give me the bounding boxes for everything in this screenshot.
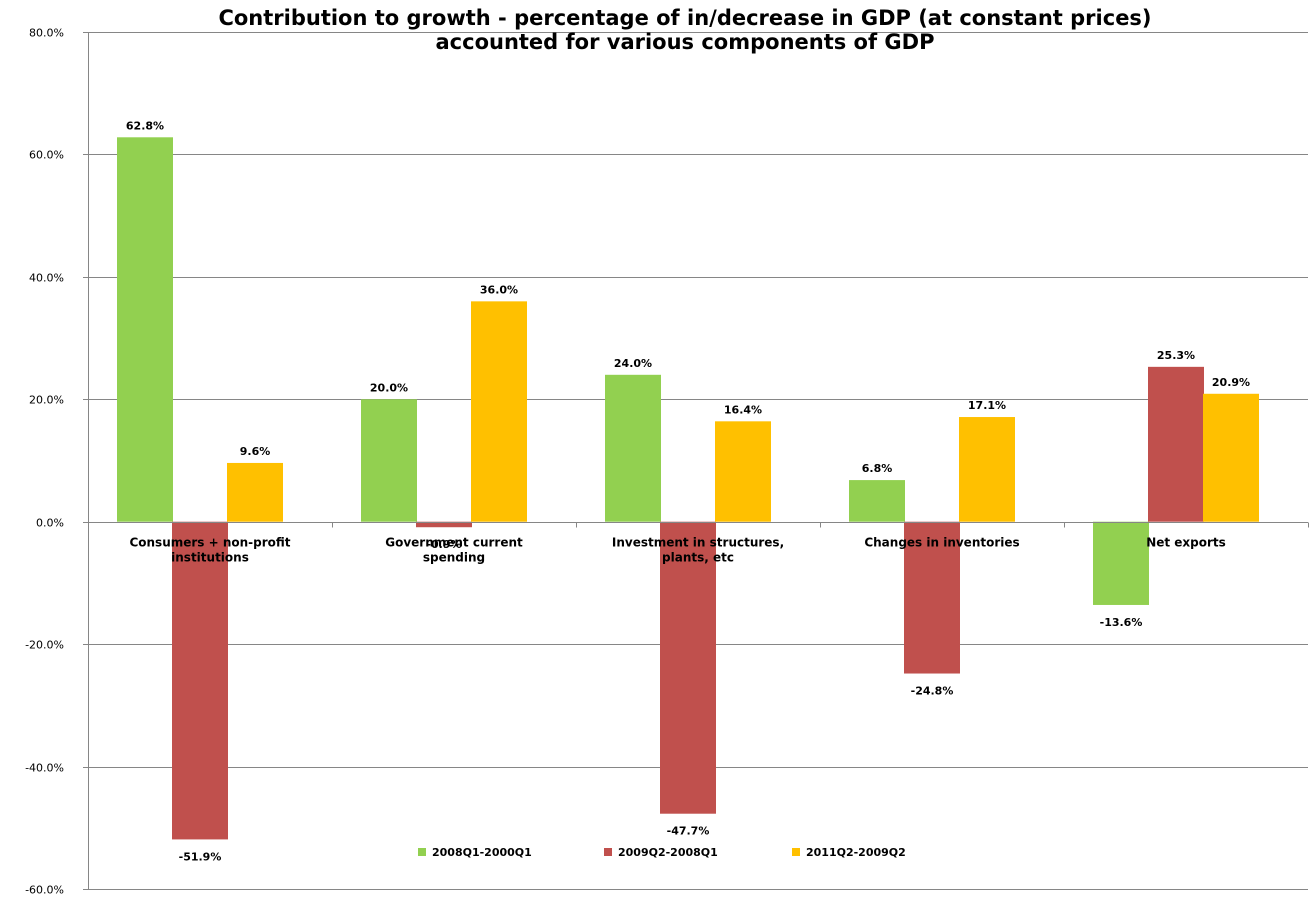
x-tick-label: Changes in inventories — [864, 536, 1019, 550]
x-tick-label: spending — [423, 551, 485, 565]
y-tick-label: 80.0% — [29, 27, 64, 40]
bar — [660, 521, 716, 814]
data-label: 24.0% — [614, 357, 652, 370]
x-tick-label: Consumers + non-profit — [129, 536, 290, 550]
data-label: -0.9% — [426, 538, 461, 551]
chart-title-line: Contribution to growth - percentage of i… — [218, 6, 1152, 30]
data-label: 25.3% — [1157, 349, 1195, 362]
data-label: -24.8% — [911, 685, 954, 698]
bar — [172, 521, 228, 840]
bar — [904, 521, 960, 674]
x-tick-label: plants, etc — [662, 551, 734, 565]
x-tick-label: institutions — [171, 551, 249, 565]
y-tick-label: 0.0% — [36, 517, 64, 530]
bar — [959, 417, 1015, 522]
bar — [1148, 366, 1204, 522]
data-label: 9.6% — [240, 445, 271, 458]
bar — [849, 480, 905, 522]
x-tick-label: Government current — [385, 536, 523, 550]
bar — [227, 462, 283, 522]
x-tick-label: Investment in structures, — [612, 536, 784, 550]
legend-swatch — [604, 848, 612, 856]
legend-label: 2009Q2-2008Q1 — [618, 846, 718, 859]
data-label: 62.8% — [126, 119, 164, 132]
data-label: 17.1% — [968, 399, 1006, 412]
y-tick-label: 20.0% — [29, 394, 64, 407]
data-label: 16.4% — [724, 403, 762, 416]
legend-label: 2011Q2-2009Q2 — [806, 846, 906, 859]
y-tick-label: -20.0% — [25, 639, 64, 652]
bar — [117, 137, 173, 522]
x-tick-label: Net exports — [1146, 536, 1226, 550]
bar — [1203, 393, 1259, 522]
legend-label: 2008Q1-2000Q1 — [432, 846, 532, 859]
data-label: -51.9% — [179, 850, 222, 863]
legend-swatch — [418, 848, 426, 856]
data-label: 6.8% — [862, 462, 893, 475]
data-label: -13.6% — [1100, 616, 1143, 629]
bar — [715, 421, 771, 522]
data-label: 20.0% — [370, 381, 408, 394]
bar — [416, 521, 472, 528]
data-label: 20.9% — [1212, 376, 1250, 389]
bar — [605, 374, 661, 522]
bar — [471, 301, 527, 522]
data-label: -47.7% — [667, 825, 710, 838]
data-label: 36.0% — [480, 283, 518, 296]
chart-title: Contribution to growth - percentage of i… — [60, 6, 1310, 54]
bar — [1093, 521, 1149, 605]
y-tick-label: 60.0% — [29, 149, 64, 162]
legend-swatch — [792, 848, 800, 856]
y-tick-label: -60.0% — [25, 884, 64, 895]
y-tick-label: 40.0% — [29, 272, 64, 285]
y-tick-label: -40.0% — [25, 762, 64, 775]
chart-subtitle: accounted for various components of GDP — [435, 30, 935, 54]
bar — [361, 399, 417, 522]
